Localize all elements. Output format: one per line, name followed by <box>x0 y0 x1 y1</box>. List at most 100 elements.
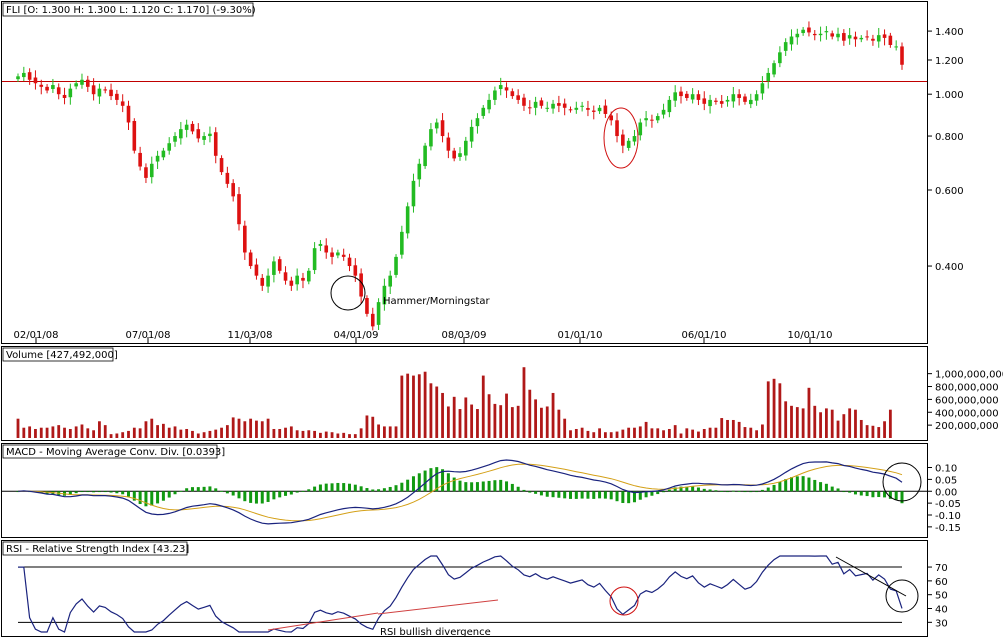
candle <box>132 118 137 154</box>
candle <box>568 106 573 113</box>
candle-body <box>842 33 846 41</box>
macd-histogram-bar <box>673 487 677 492</box>
volume-bar <box>220 427 223 438</box>
volume-bar <box>528 389 532 438</box>
macd-histogram-bar <box>539 491 543 496</box>
candle <box>766 67 771 89</box>
rsi-plot <box>18 555 903 633</box>
macd-histogram-bar <box>16 491 20 493</box>
macd-histogram-bar <box>714 490 718 492</box>
candle <box>487 93 491 114</box>
candle-body <box>179 129 183 139</box>
candle-body <box>213 132 218 156</box>
candle <box>504 82 509 98</box>
macd-header-box <box>2 444 218 459</box>
candle-body <box>277 259 282 271</box>
rsi-panel-frame <box>1 540 928 637</box>
macd-y-tick-label: 0.10 <box>935 464 957 475</box>
macd-histogram-bar <box>307 489 311 492</box>
candle <box>33 70 38 90</box>
macd-y-ticks: 0.100.050.00-0.05-0.10-0.15 <box>928 464 961 534</box>
macd-plot <box>2 459 927 525</box>
candle <box>498 77 503 96</box>
macd-histogram-bar <box>638 491 642 500</box>
candle-body <box>237 194 241 225</box>
candle-body <box>370 313 375 327</box>
candle <box>144 163 148 184</box>
candle-body <box>754 94 759 101</box>
price-y-tick-label: 0.600 <box>935 186 964 197</box>
hammer-circle <box>330 275 366 311</box>
candle-body <box>690 94 695 100</box>
candle-body <box>434 122 439 129</box>
candle-body <box>533 101 538 108</box>
candle <box>888 32 893 48</box>
candle <box>696 90 701 106</box>
candle-body <box>731 94 736 102</box>
macd-histogram-bar <box>592 491 596 499</box>
price-x-tick-label: 02/01/08 <box>14 330 59 341</box>
macd-histogram-bar <box>813 479 817 492</box>
volume-bar <box>510 407 514 438</box>
candle-body <box>347 257 352 267</box>
candle <box>167 137 172 155</box>
candle <box>545 101 550 113</box>
candle-body <box>900 46 904 65</box>
volume-bar <box>731 419 735 438</box>
candle-body <box>778 52 782 64</box>
volume-header: Volume [427,492,000] <box>6 350 118 361</box>
candle <box>830 30 835 40</box>
macd-histogram-bar <box>778 482 782 492</box>
candle <box>539 97 544 109</box>
volume-bar <box>98 421 101 438</box>
candle-body <box>714 100 718 102</box>
macd-histogram-bar <box>888 491 892 499</box>
rsi-divergence-line-2 <box>377 599 499 615</box>
candle-body <box>539 100 544 106</box>
volume-bar <box>348 434 351 438</box>
volume-bar <box>883 421 886 438</box>
macd-y-tick-label: -0.15 <box>935 523 961 534</box>
volume-bar <box>121 432 125 438</box>
price-x-ticks: 02/01/08 07/01/08 11/03/08 04/01/09 08/03/09… <box>14 330 832 343</box>
candle-body <box>388 275 393 287</box>
candle-body <box>33 77 38 84</box>
macd-histogram-bar <box>842 491 846 493</box>
macd-histogram-bar <box>877 491 881 498</box>
candle-body <box>650 119 654 121</box>
candle-body <box>487 99 491 110</box>
candle <box>464 136 468 161</box>
volume-bar <box>138 428 142 438</box>
macd-y-tick-label: -0.05 <box>935 499 961 510</box>
candle <box>109 83 113 101</box>
candle <box>493 86 497 106</box>
price-x-tick-label: 08/03/09 <box>442 330 487 341</box>
rsi-line <box>18 555 903 633</box>
macd-histogram-bar <box>284 491 288 496</box>
volume-bar <box>644 421 648 438</box>
volume-bar <box>74 426 78 438</box>
candle <box>760 76 765 100</box>
volume-bar <box>656 428 660 438</box>
candle-body <box>795 33 800 38</box>
macd-histogram-bar <box>196 487 200 492</box>
rsi-divergence-annotation: RSI bullish divergence <box>380 627 491 638</box>
candle <box>190 121 195 135</box>
volume-bar <box>859 419 863 438</box>
price-x-tick-label: 04/01/09 <box>334 330 379 341</box>
candle-body <box>318 243 323 246</box>
volume-y-tick-label: 800,000,000 <box>935 383 999 394</box>
volume-bar <box>667 428 671 438</box>
candle-body <box>51 85 55 89</box>
price-header-box <box>2 2 254 17</box>
macd-histogram-bar <box>696 487 700 492</box>
macd-header: MACD - Moving Average Conv. Div. [0.0393… <box>6 447 225 458</box>
macd-histogram-bar <box>254 491 258 504</box>
volume-bar <box>842 414 846 438</box>
candle-body <box>446 137 451 151</box>
volume-bar <box>598 428 601 438</box>
macd-histogram-bar <box>121 491 125 495</box>
candle-body <box>685 93 689 98</box>
macd-histogram-bar <box>487 480 491 492</box>
volume-bar <box>266 418 270 438</box>
